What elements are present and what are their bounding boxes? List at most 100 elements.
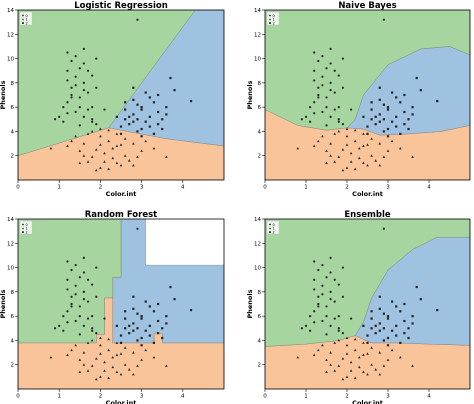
scatter-points <box>49 227 193 381</box>
point-class-1 <box>390 139 394 143</box>
point-class-1 <box>374 368 377 371</box>
legend-label: 2 <box>273 230 275 234</box>
point-class-0 <box>341 57 344 60</box>
point-class-2 <box>399 341 402 344</box>
point-class-0 <box>86 278 90 281</box>
legend-label: 1 <box>273 18 275 22</box>
point-class-2 <box>395 125 398 128</box>
point-class-2 <box>136 118 139 121</box>
point-class-1 <box>386 358 390 361</box>
point-class-0 <box>341 123 344 126</box>
point-class-0 <box>95 123 98 126</box>
chart-title: Ensemble <box>344 210 391 220</box>
point-class-0 <box>86 108 90 111</box>
point-class-1 <box>123 363 127 366</box>
y-tick-label: 10 <box>254 57 261 63</box>
point-class-0 <box>58 324 61 327</box>
point-class-0 <box>95 86 98 89</box>
point-class-1 <box>366 373 369 376</box>
point-class-1 <box>115 370 119 373</box>
point-class-2 <box>156 110 160 114</box>
point-class-0 <box>136 227 139 230</box>
point-class-1 <box>165 155 168 158</box>
x-axis-label: Color.int <box>352 190 383 198</box>
point-class-0 <box>86 69 90 72</box>
point-class-1 <box>103 369 106 372</box>
point-class-2 <box>407 336 410 340</box>
point-class-2 <box>165 315 168 318</box>
point-class-0 <box>313 69 316 72</box>
x-tick-label: 0 <box>263 394 267 400</box>
point-class-0 <box>66 79 69 82</box>
chart-title: Logistic Regression <box>74 1 168 11</box>
point-class-2 <box>374 324 377 327</box>
point-class-0 <box>329 256 332 259</box>
point-class-2 <box>391 120 394 123</box>
point-class-1 <box>341 377 345 381</box>
point-class-1 <box>374 159 377 162</box>
point-class-2 <box>165 113 168 116</box>
point-class-1 <box>321 343 324 347</box>
point-class-2 <box>378 113 381 116</box>
y-tick-label: 6 <box>258 314 262 320</box>
point-class-1 <box>111 356 115 359</box>
point-class-1 <box>115 144 119 147</box>
point-class-1 <box>358 156 361 160</box>
y-tick-label: 4 <box>258 129 262 135</box>
region-class-0 <box>18 219 122 344</box>
point-class-0 <box>95 295 98 298</box>
point-class-2 <box>140 344 143 347</box>
point-class-0 <box>329 81 332 84</box>
point-class-0 <box>95 266 98 269</box>
point-class-0 <box>103 317 106 320</box>
point-class-1 <box>329 363 332 366</box>
point-class-0 <box>91 315 94 318</box>
point-class-2 <box>140 317 143 320</box>
point-class-0 <box>300 327 303 330</box>
point-class-0 <box>337 315 340 318</box>
point-class-0 <box>317 59 320 63</box>
point-class-0 <box>313 321 316 324</box>
point-class-1 <box>111 156 115 160</box>
point-class-1 <box>317 348 320 352</box>
x-tick-label: 0 <box>263 185 267 191</box>
point-class-2 <box>370 327 373 330</box>
point-class-2 <box>362 324 365 327</box>
point-class-1 <box>382 364 386 367</box>
chart-title: Naive Bayes <box>338 1 396 11</box>
point-class-0 <box>66 69 69 72</box>
legend-marker <box>269 18 271 21</box>
point-class-1 <box>370 363 373 366</box>
point-class-0 <box>78 276 81 279</box>
point-class-2 <box>148 125 151 128</box>
point-class-0 <box>82 89 86 92</box>
point-class-1 <box>353 376 357 380</box>
point-class-2 <box>395 115 398 118</box>
point-class-1 <box>144 139 148 143</box>
point-class-1 <box>107 348 110 352</box>
point-class-2 <box>132 120 135 123</box>
point-class-2 <box>161 336 164 340</box>
point-class-1 <box>82 351 86 354</box>
point-class-2 <box>395 305 398 308</box>
point-class-2 <box>156 319 160 323</box>
legend: 012 <box>19 11 33 25</box>
legend: 012 <box>19 220 33 234</box>
x-tick-label: 2 <box>345 185 349 191</box>
point-class-0 <box>317 93 320 97</box>
point-class-2 <box>132 113 135 116</box>
point-class-0 <box>103 108 106 111</box>
point-class-0 <box>313 278 316 281</box>
point-class-0 <box>74 293 77 296</box>
point-class-2 <box>140 315 143 318</box>
point-class-2 <box>366 125 369 128</box>
point-class-2 <box>374 332 377 335</box>
point-class-1 <box>329 154 332 157</box>
region-class-2 <box>112 219 224 344</box>
point-class-0 <box>74 110 77 114</box>
point-class-2 <box>399 310 402 313</box>
point-class-1 <box>362 161 365 164</box>
point-class-0 <box>74 55 77 58</box>
x-tick-label: 1 <box>57 185 61 191</box>
point-class-1 <box>90 364 94 367</box>
